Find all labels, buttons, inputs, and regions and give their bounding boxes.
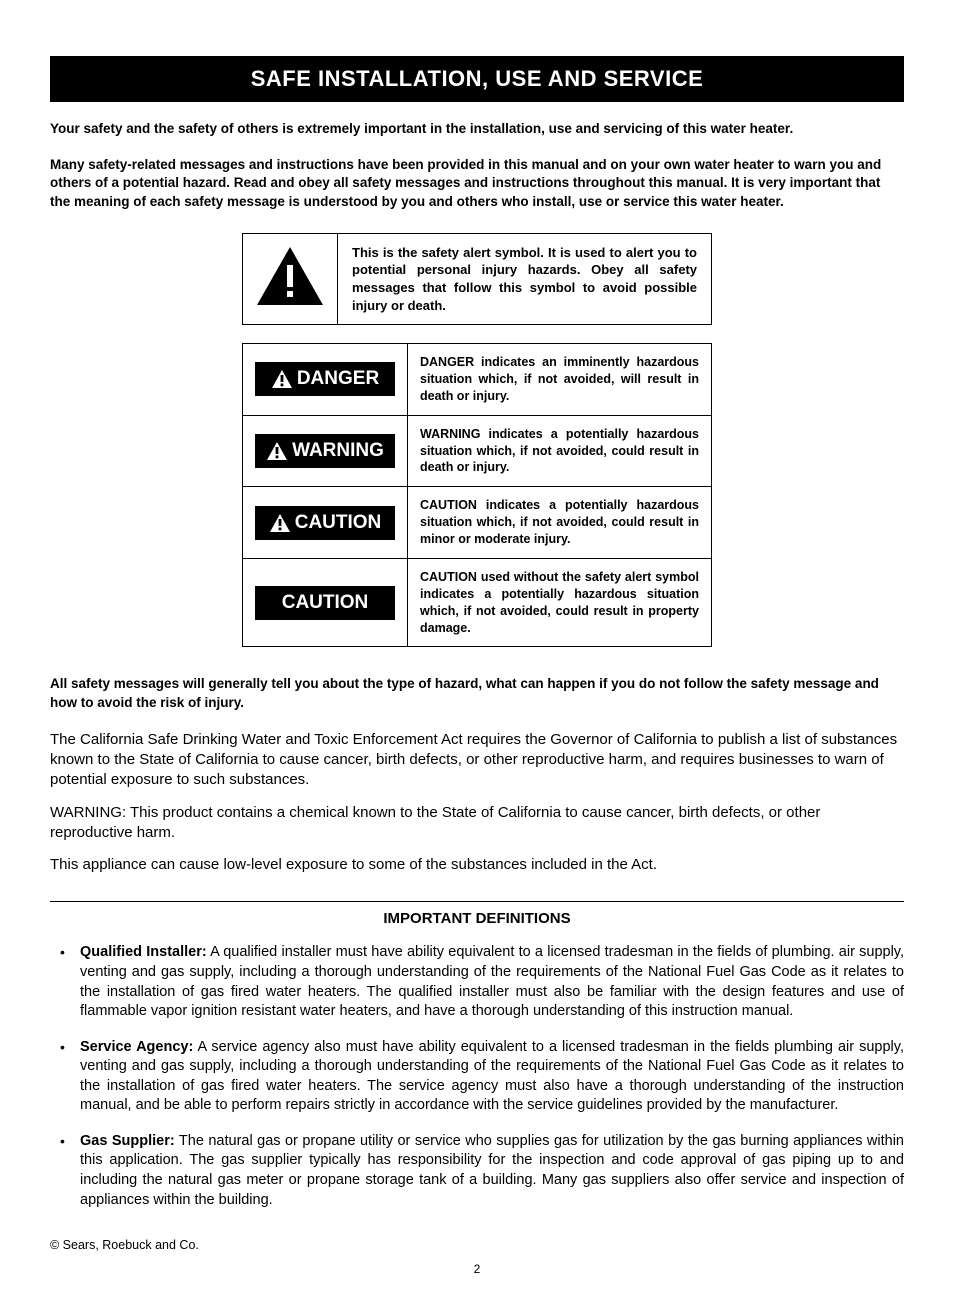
signal-label-box: DANGER <box>255 362 395 396</box>
signal-label-text: CAUTION <box>282 592 369 614</box>
signal-row: WARNING WARNING indicates a potentially h… <box>243 416 711 488</box>
signal-label-box: CAUTION <box>255 586 395 620</box>
intro-paragraph-2: Many safety-related messages and instruc… <box>50 156 904 211</box>
definition-term: Qualified Installer: <box>80 944 207 960</box>
page-title-bar: SAFE INSTALLATION, USE AND SERVICE <box>50 56 904 102</box>
signal-row: CAUTION CAUTION used without the safety a… <box>243 559 711 647</box>
signal-description: DANGER indicates an imminently hazardous… <box>408 344 711 415</box>
definition-item: Qualified Installer: A qualified install… <box>50 943 904 1021</box>
safety-alert-box: This is the safety alert symbol. It is u… <box>242 233 712 325</box>
signal-label-cell: DANGER <box>243 344 408 415</box>
definition-text: The natural gas or propane utility or se… <box>80 1133 904 1208</box>
signal-description: WARNING indicates a potentially hazardou… <box>408 416 711 487</box>
signal-label-box: WARNING <box>255 434 395 468</box>
definition-item: Gas Supplier: The natural gas or propane… <box>50 1132 904 1210</box>
signal-label-box: CAUTION <box>255 506 395 540</box>
signal-label-cell: CAUTION <box>243 559 408 647</box>
alert-triangle-icon <box>269 512 291 534</box>
page-title: SAFE INSTALLATION, USE AND SERVICE <box>251 66 704 91</box>
definitions-list: Qualified Installer: A qualified install… <box>50 943 904 1210</box>
signal-label-cell: CAUTION <box>243 487 408 558</box>
page-container: SAFE INSTALLATION, USE AND SERVICE Your … <box>0 0 954 1316</box>
definition-term: Service Agency: <box>80 1039 193 1055</box>
signal-label-text: WARNING <box>292 440 384 462</box>
signal-row: DANGER DANGER indicates an imminently haz… <box>243 344 711 416</box>
alert-triangle-icon <box>271 368 293 390</box>
after-table-paragraph: All safety messages will generally tell … <box>50 675 904 711</box>
alert-triangle-icon <box>266 440 288 462</box>
warning-chemical-paragraph: WARNING: This product contains a chemica… <box>50 803 904 844</box>
low-level-exposure-paragraph: This appliance can cause low-level expos… <box>50 855 904 875</box>
page-number: 2 <box>50 1262 904 1276</box>
definition-text: A service agency also must have ability … <box>80 1039 904 1114</box>
definition-item: Service Agency: A service agency also mu… <box>50 1038 904 1116</box>
signal-label-text: DANGER <box>297 368 379 390</box>
signal-description: CAUTION indicates a potentially hazardou… <box>408 487 711 558</box>
signal-row: CAUTION CAUTION indicates a potentially h… <box>243 487 711 559</box>
signal-label-cell: WARNING <box>243 416 408 487</box>
signal-label-text: CAUTION <box>295 512 382 534</box>
copyright-notice: © Sears, Roebuck and Co. <box>50 1238 904 1252</box>
definitions-heading: IMPORTANT DEFINITIONS <box>50 901 904 927</box>
safety-alert-text: This is the safety alert symbol. It is u… <box>338 234 711 324</box>
signal-description: CAUTION used without the safety alert sy… <box>408 559 711 647</box>
intro-paragraph-1: Your safety and the safety of others is … <box>50 120 904 138</box>
safety-alert-icon-cell <box>243 234 338 324</box>
california-act-paragraph: The California Safe Drinking Water and T… <box>50 730 904 791</box>
definition-term: Gas Supplier: <box>80 1133 175 1149</box>
signal-word-table: DANGER DANGER indicates an imminently haz… <box>242 343 712 647</box>
alert-triangle-icon <box>255 245 325 312</box>
